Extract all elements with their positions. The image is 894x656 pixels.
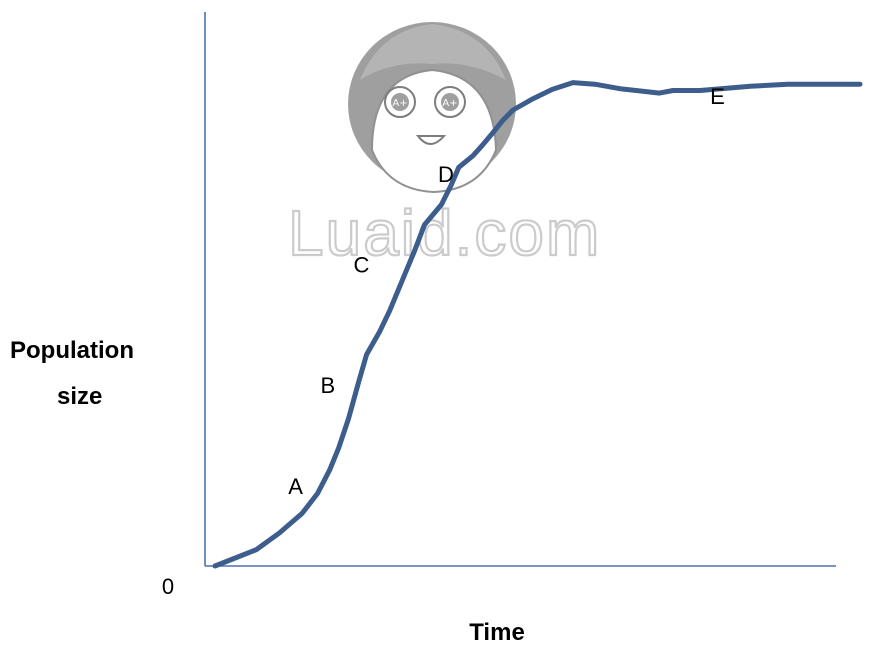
point-label-e: E (710, 84, 725, 109)
y-axis-label-line1: Population (10, 337, 134, 364)
origin-label: 0 (162, 574, 174, 599)
x-axis-label: Time (469, 619, 525, 646)
y-axis-label-line2: size (57, 383, 102, 410)
population-curve-line (212, 80, 863, 569)
point-label-c: C (353, 253, 369, 278)
watermark-badge-left: A+ (392, 98, 407, 109)
point-label-b: B (321, 373, 336, 398)
watermark-face-icon: A+ A+ (348, 22, 516, 194)
watermark-badge-right: A+ (442, 98, 457, 109)
watermark-text: Luaid.com (288, 197, 601, 269)
series-layer (212, 80, 863, 569)
point-label-d: D (438, 162, 454, 187)
annotation-layer: A B C D E (288, 84, 725, 499)
point-label-a: A (288, 474, 303, 499)
watermark: A+ A+ Luaid.com (287, 22, 601, 270)
